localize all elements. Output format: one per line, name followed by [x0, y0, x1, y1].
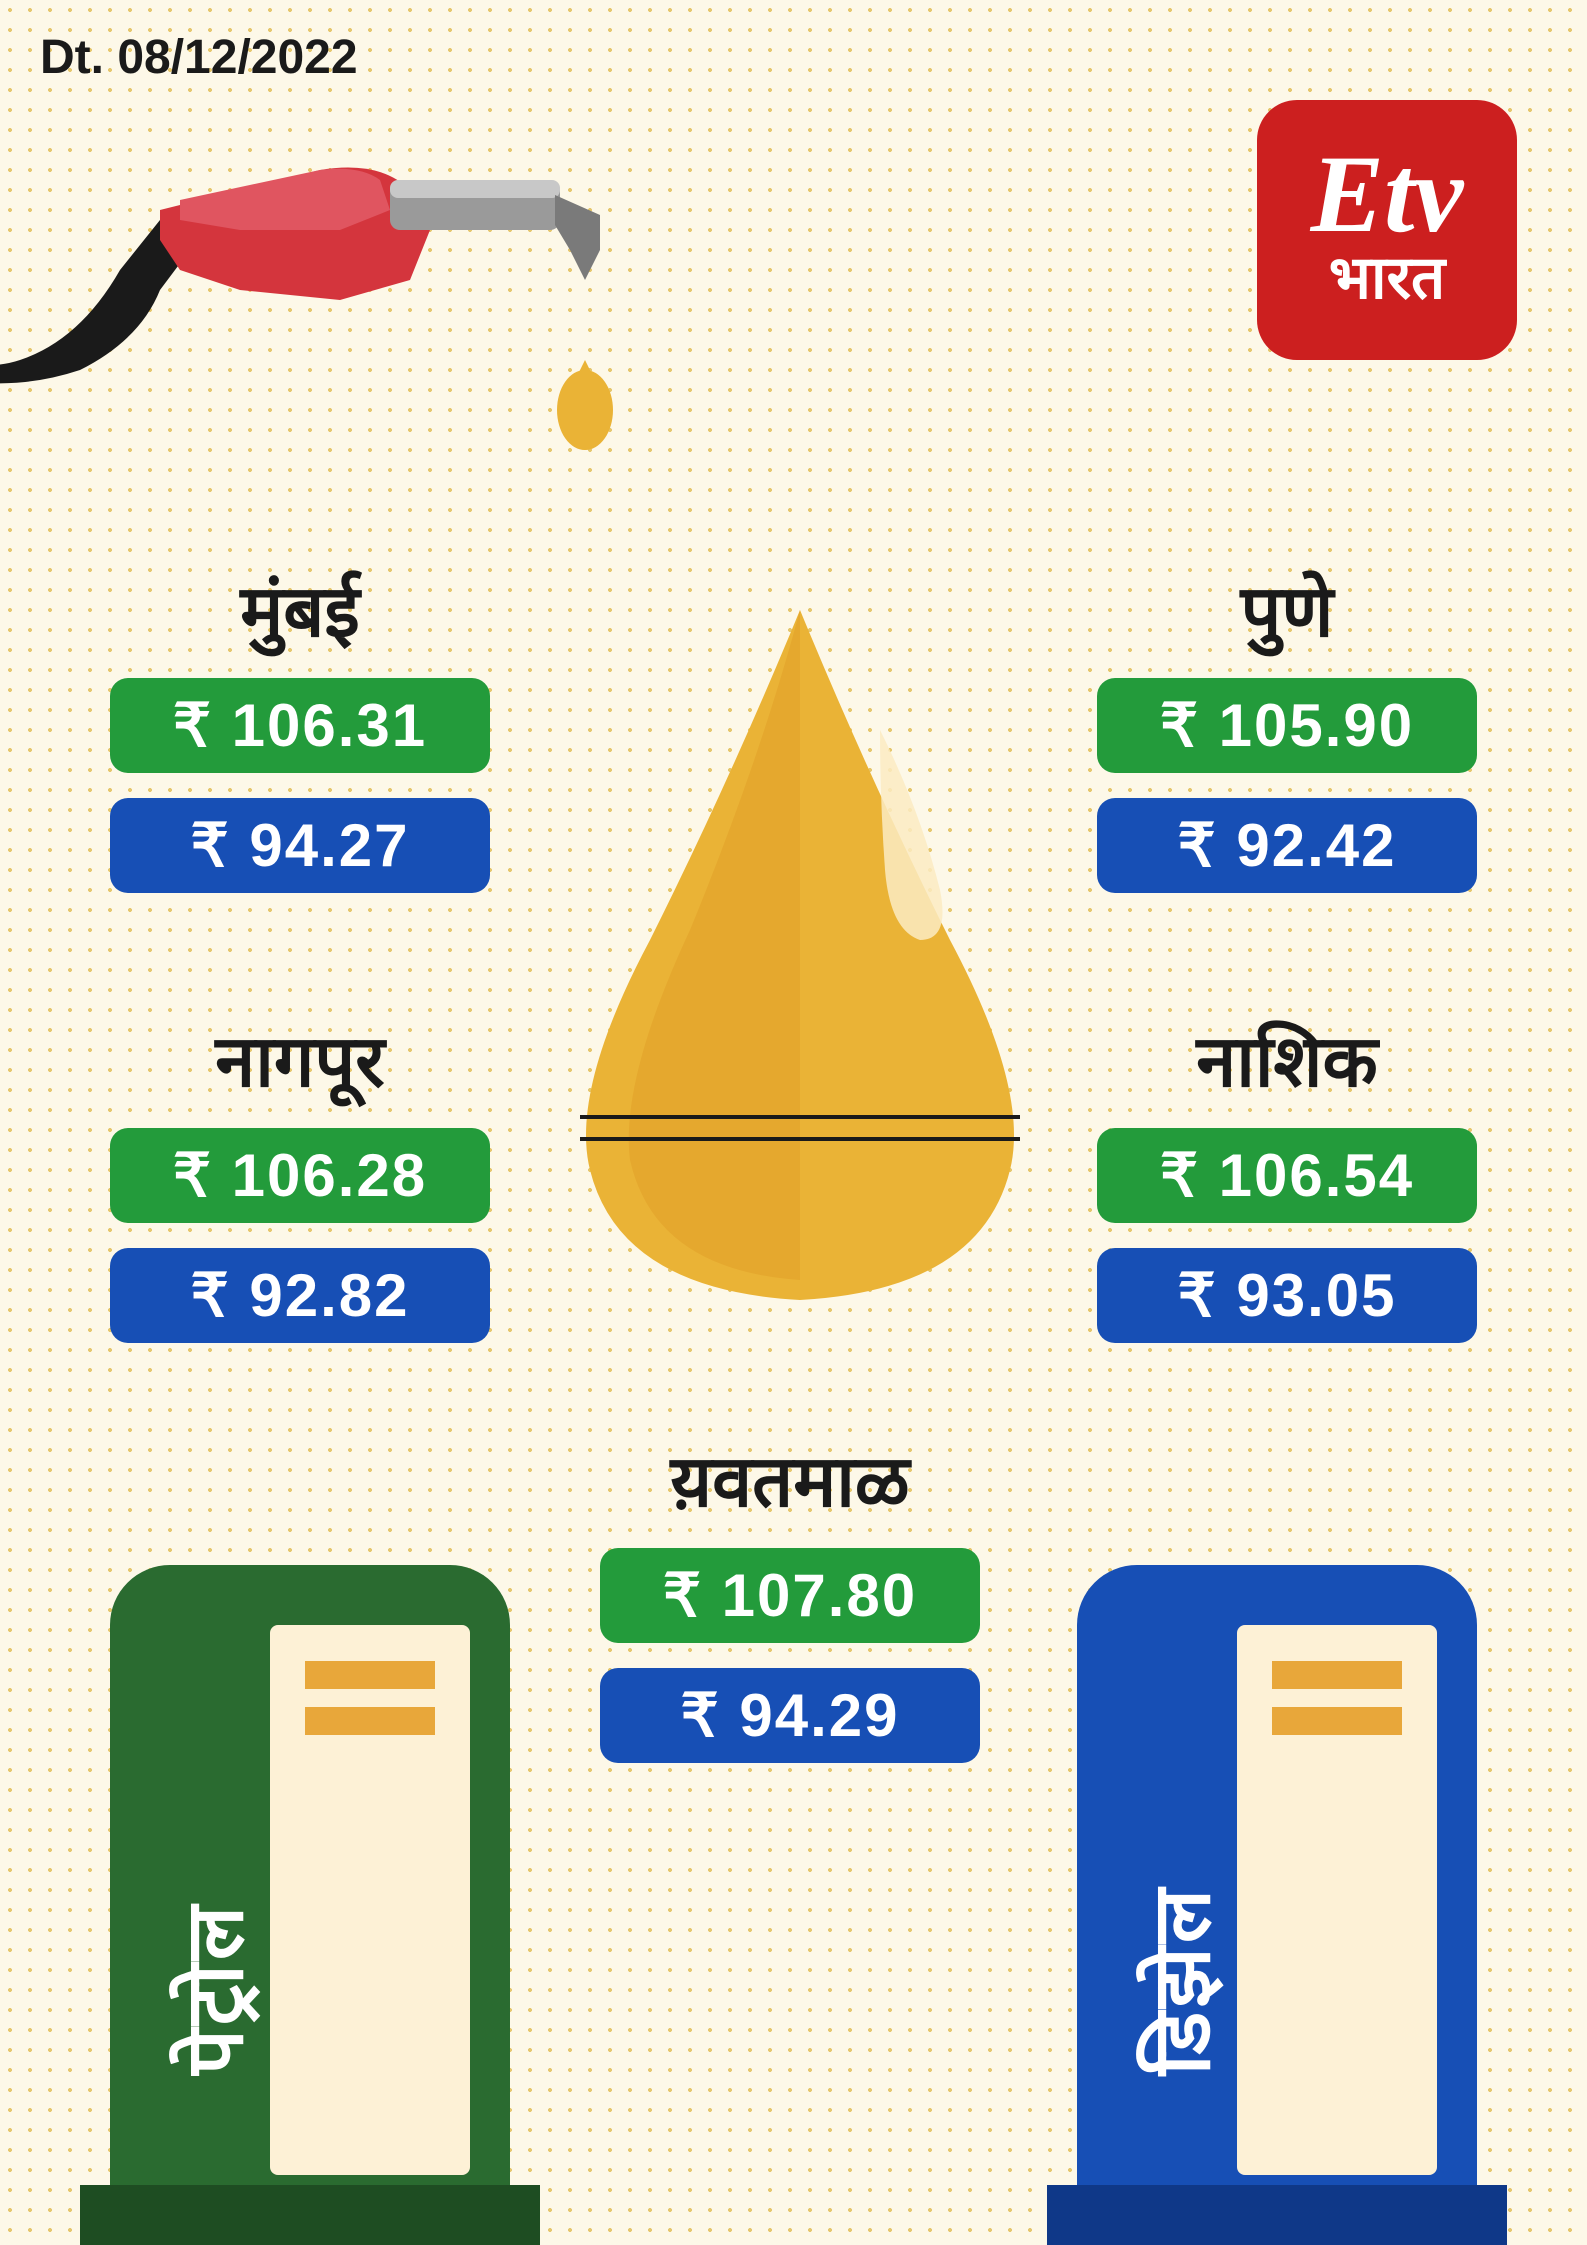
city-name: नाशिक: [1087, 1010, 1487, 1108]
petrol-price: ₹ 106.54: [1097, 1128, 1477, 1223]
diesel-price: ₹ 92.82: [110, 1248, 490, 1343]
diesel-price: ₹ 93.05: [1097, 1248, 1477, 1343]
city-block-nashik: नाशिक ₹ 106.54 ₹ 93.05: [1087, 1010, 1487, 1368]
city-block-mumbai: मुंबई ₹ 106.31 ₹ 94.27: [100, 560, 500, 918]
logo-line2: भारत: [1329, 234, 1445, 316]
brand-logo: Etv भारत: [1257, 100, 1517, 360]
petrol-price: ₹ 105.90: [1097, 678, 1477, 773]
petrol-pump-icon: पेट्रोल: [80, 1545, 540, 2245]
city-name: य़वतमाळ: [590, 1430, 990, 1528]
city-block-yavatmal: य़वतमाळ ₹ 107.80 ₹ 94.29: [590, 1430, 990, 1788]
logo-line1: Etv: [1311, 145, 1464, 244]
oil-drop-icon: [530, 600, 1070, 1320]
city-block-pune: पुणे ₹ 105.90 ₹ 92.42: [1087, 560, 1487, 918]
city-name: पुणे: [1087, 560, 1487, 658]
diesel-pump-icon: डिझेल: [1047, 1545, 1507, 2245]
diesel-pump-label: डिझेल: [1127, 1885, 1236, 2075]
drop-divider-lines: [580, 1115, 1020, 1159]
petrol-pump-label: पेट्रोल: [160, 1902, 269, 2075]
city-name: मुंबई: [100, 560, 500, 658]
petrol-price: ₹ 106.28: [110, 1128, 490, 1223]
diesel-price: ₹ 94.27: [110, 798, 490, 893]
fuel-nozzle-icon: [0, 80, 640, 480]
petrol-price: ₹ 106.31: [110, 678, 490, 773]
city-name: नागपूर: [100, 1010, 500, 1108]
date-label: Dt. 08/12/2022: [40, 30, 358, 85]
petrol-price: ₹ 107.80: [600, 1548, 980, 1643]
diesel-price: ₹ 92.42: [1097, 798, 1477, 893]
city-block-nagpur: नागपूर ₹ 106.28 ₹ 92.82: [100, 1010, 500, 1368]
diesel-price: ₹ 94.29: [600, 1668, 980, 1763]
